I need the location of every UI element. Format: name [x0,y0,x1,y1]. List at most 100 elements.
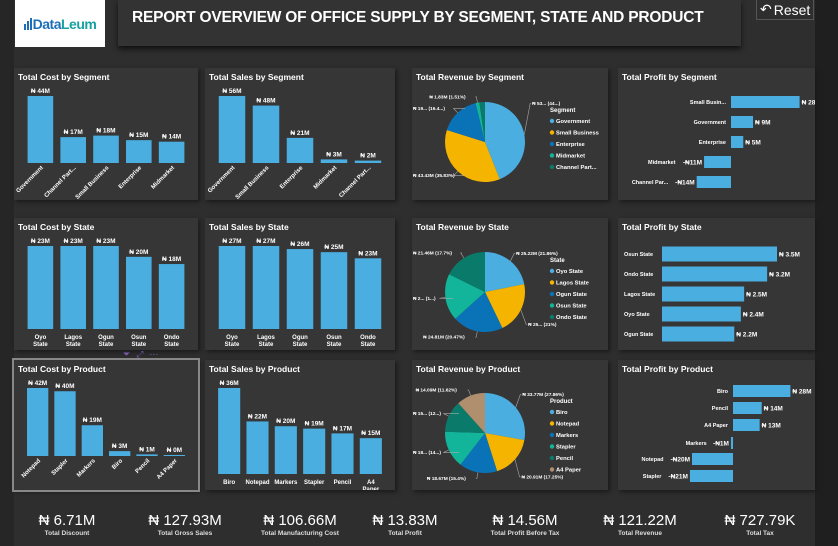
bar [93,246,119,329]
data-label: ₦ 15... (12...) [413,411,441,417]
bar [93,135,119,163]
category-label: Osun State [624,252,653,258]
category-label: Midmarket [313,165,338,190]
data-label: ₦ 1M [139,446,155,453]
legend-marker [549,118,555,124]
data-label: ₦ 3.5M [779,252,800,259]
data-label: ₦ 3M [326,151,342,158]
bar [126,256,152,329]
revenue-state-panel[interactable]: Total Revenue by State State Oyo State Lago… [412,218,608,350]
legend-marker [549,432,555,438]
chart-title: Total Cost by Product [18,364,106,374]
visual-toolbar: ⏷ ⤢ ⋯ [123,349,158,359]
cost-product-panel[interactable]: Total Cost by Product ₦ 42M Notepad ₦ 40M St… [12,358,200,492]
profit-product-chart: ₦ 28M Biro ₦ 14M Pencil ₦ 13M A4 Paper -₦1M Mar… [642,385,812,482]
category-label: Midmarket [648,160,676,166]
legend-item: Enterprise [556,142,585,148]
legend-marker [549,444,555,449]
data-label: ₦ 23M [64,238,83,245]
profit-state-panel[interactable]: Total Profit by State ₦ 3.5M Osun State ₦ 3… [618,218,815,350]
bar [218,96,246,163]
bar [662,326,735,342]
cost-product-chart: ₦ 42M Notepad ₦ 40M Stapler ₦ 19M Markers ₦ 3M… [21,380,185,481]
bar [252,246,280,329]
dataleum-logo: DataLeum [15,0,105,47]
revenue-product-chart: Product Biro Notepad Markers Stapler Pencil A4… [413,388,582,482]
kpi-label: Total Discount [44,530,90,537]
data-label: ₦ 17M [64,129,83,136]
kpi-value: ₦ 6.71M [38,512,96,529]
profit-segment-panel[interactable]: Total Profit by Segment ₦ 28M Small Busin.… [618,68,815,200]
revenue-product-panel[interactable]: Total Revenue by Product Product Biro Notep… [412,360,608,490]
bar [218,388,241,474]
legend-marker [549,280,555,285]
kpi-card: ₦ 13.83M Total Profit [350,512,460,537]
legend-marker [549,153,555,158]
category-label: Small Business [75,165,111,200]
leader-line [443,449,459,453]
sales-product-chart: ₦ 36M Biro ₦ 22M Notepad ₦ 20M Markers ₦ 19M St… [218,380,382,490]
category-label: Government [207,165,236,194]
bar [246,421,269,474]
category-label: Stapler [643,474,663,480]
data-label: ₦ 53... (44...) [532,101,560,107]
more-options-icon[interactable]: ⋯ [149,349,159,359]
sales-product-panel[interactable]: Total Sales by Product ₦ 36M Biro ₦ 22M Note… [205,360,395,490]
cost-state-chart: ₦ 23M Oyo State ₦ 23M Lagos State ₦ 23M Ogun Sta… [27,238,185,348]
bar [689,470,733,482]
category-label: Enterprise [118,165,144,191]
kpi-label: Total Profit Before Tax [490,530,560,537]
kpi-card: ₦ 727.79K Total Tax [705,512,815,537]
bar [158,141,185,163]
sales-state-chart: ₦ 27M Oyo State ₦ 27M Lagos State ₦ 26M Ogun Sta… [218,238,382,348]
leader-line [520,309,528,325]
bar [286,137,314,163]
kpi-label: Total Profit [388,530,422,537]
pie-slice [485,433,525,472]
cost-state-panel[interactable]: Total Cost by State ₦ 23M Oyo State ₦ 23M Lag… [14,218,198,350]
undo-icon: ↶ [760,1,772,17]
category-label: Notepad [21,458,42,479]
bar [286,249,314,329]
filter-icon[interactable]: ⏷ [123,349,131,359]
pie-slice [445,130,500,182]
legend-item: Ogun State [556,292,588,298]
kpi-value: ₦ 127.93M [148,512,222,529]
chart-title: Total Profit by State [622,222,702,232]
legend-item: Midmarket [556,154,585,160]
bar [54,391,76,456]
profit-product-panel[interactable]: Total Profit by Product ₦ 28M Biro ₦ 14M Pen… [618,360,815,490]
focus-mode-icon[interactable]: ⤢ [136,349,144,359]
legend-marker [549,164,555,170]
data-label: ₦ 20M [276,418,295,425]
bar [733,419,760,431]
revenue-state-chart: State Oyo State Lagos State Ogun State Osun … [413,250,590,340]
data-label: ₦ 18M [162,256,181,263]
bar [320,252,348,329]
bar [354,258,382,329]
cost-segment-panel[interactable]: Total Cost by Segment ₦ 44M Government ₦ 17… [14,68,198,200]
category-label: Ondo State [164,335,180,348]
leader-line [515,394,522,408]
category-label: Enterprise [279,165,305,191]
bar [27,96,54,163]
data-label: ₦ 23M [358,250,377,257]
reset-button[interactable]: ↶ Reset [756,0,814,20]
category-label: Oyo State [33,335,48,348]
sales-segment-panel[interactable]: Total Sales by Segment ₦ 56M Government ₦ 4… [205,68,395,200]
revenue-segment-chart: Segment Government Small Business Enterpris… [413,94,599,182]
sales-state-panel[interactable]: Total Sales by State ₦ 27M Oyo State ₦ 27M La… [205,218,395,350]
data-label: ₦ 18.67M (15.4%) [427,476,466,482]
data-label: ₦ 25... (21%) [528,322,557,328]
right-edge [815,0,838,546]
kpi-value: ₦ 727.79K [724,512,796,529]
revenue-segment-panel[interactable]: Total Revenue by Segment Segment Governmen… [412,68,608,200]
bar [163,455,185,456]
category-label: Small Business [235,165,271,200]
data-label: ₦ 0M [167,447,183,454]
legend-title: State [550,258,565,264]
data-label: ₦ 44M [31,88,50,95]
data-label: ₦ 14M [162,134,181,141]
chart-title: Total Revenue by Segment [416,72,525,82]
bar [274,426,297,474]
